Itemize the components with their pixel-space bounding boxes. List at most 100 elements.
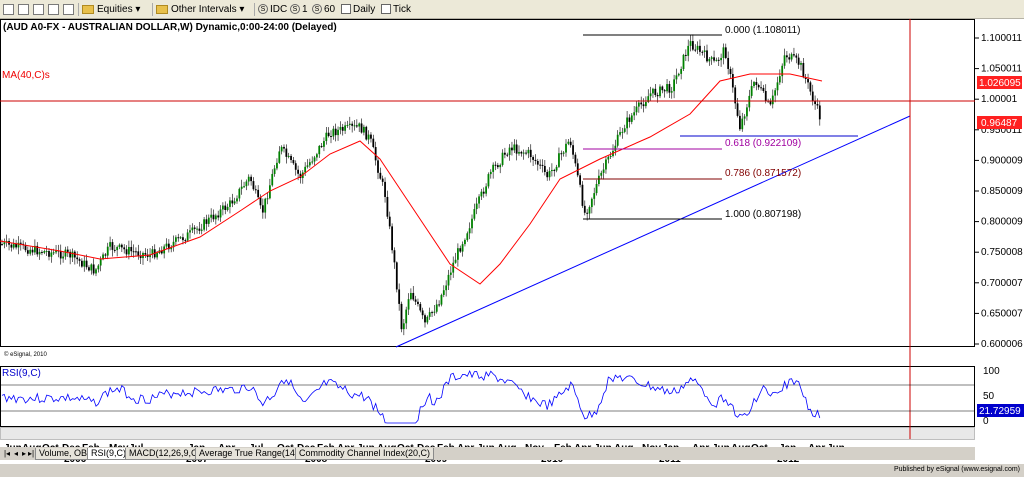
candle <box>222 205 224 210</box>
candle <box>645 101 647 107</box>
candle <box>572 145 574 155</box>
candle <box>783 55 786 66</box>
fib-label-0: 0.000 (1.108011) <box>725 25 800 36</box>
next-tab-button[interactable]: ▸ <box>21 449 26 458</box>
candle <box>243 186 245 188</box>
chart-window[interactable]: 0.000 (1.108011) 0.618 (0.922109) 0.786 … <box>0 19 1024 464</box>
candle <box>734 87 737 104</box>
tab-macd[interactable]: MACD(12,26,9,C) <box>125 448 205 460</box>
candle <box>438 304 440 306</box>
candle <box>346 124 349 126</box>
candle <box>703 50 706 52</box>
price-tick: 0.900009 <box>981 155 1023 166</box>
candle <box>264 198 267 213</box>
candle <box>137 251 140 256</box>
candle <box>381 178 384 182</box>
trend-line[interactable] <box>395 115 911 348</box>
published-credit: Published by eSignal (www.esignal.com) <box>893 466 1020 473</box>
candle <box>543 165 546 173</box>
candle <box>38 251 41 255</box>
candle <box>677 73 680 76</box>
candle <box>402 323 405 330</box>
tick-button[interactable]: Tick <box>381 2 411 17</box>
candle <box>569 141 572 146</box>
candle <box>781 65 784 77</box>
symbol-icon[interactable] <box>33 2 44 17</box>
candle <box>654 88 657 96</box>
candle <box>661 86 664 91</box>
candle <box>379 172 382 179</box>
candle <box>95 269 97 274</box>
tab-atr[interactable]: Average True Range(14) <box>195 448 302 460</box>
candle <box>701 51 704 53</box>
candle <box>722 47 725 58</box>
price-tick: 1.100011 <box>981 33 1022 44</box>
candle <box>811 91 814 101</box>
price-tick: 1.00001 <box>981 94 1018 105</box>
candle <box>377 160 379 173</box>
candle <box>31 249 34 253</box>
candle <box>466 233 469 240</box>
candle <box>496 165 499 168</box>
candle <box>511 147 513 151</box>
candle <box>412 292 415 300</box>
candle <box>642 104 645 107</box>
last-price: 0.96487 <box>981 118 1018 129</box>
ma-value-tag <box>977 76 1022 89</box>
candle <box>245 181 248 187</box>
study-icon[interactable] <box>63 2 74 17</box>
candle <box>111 242 114 250</box>
candle <box>518 151 520 154</box>
equities-button[interactable]: Equities ▾ <box>82 2 140 17</box>
bar-style-icon[interactable] <box>18 2 29 17</box>
candle <box>800 62 802 65</box>
tab-rsi[interactable]: RSI(9,C) <box>87 448 131 460</box>
price-chart[interactable]: 0.000 (1.108011) 0.618 (0.922109) 0.786 … <box>0 19 1024 464</box>
candle <box>419 304 422 311</box>
daily-button[interactable]: Daily <box>341 2 375 17</box>
chart-type-icon[interactable] <box>3 2 14 17</box>
candle <box>304 166 307 173</box>
candle <box>311 161 314 163</box>
candle <box>410 292 412 300</box>
candle <box>525 152 527 154</box>
candle <box>464 239 466 245</box>
candle <box>247 176 250 182</box>
candle <box>355 125 358 127</box>
candle <box>743 116 746 119</box>
candle <box>64 249 67 257</box>
candle <box>26 250 29 254</box>
candle <box>757 84 760 88</box>
candle <box>687 45 690 56</box>
s-circle-icon: S <box>258 4 268 15</box>
candle <box>562 152 565 154</box>
price-tick: 0.950011 <box>981 125 1022 136</box>
other-intervals-button[interactable]: Other Intervals ▾ <box>156 2 244 17</box>
candle <box>485 186 487 194</box>
candle <box>266 198 269 200</box>
candle <box>358 123 361 127</box>
interval-60-button[interactable]: S 60 <box>312 2 335 17</box>
candles <box>1 34 821 336</box>
candle <box>741 118 744 130</box>
first-tab-button[interactable]: |◂ <box>3 449 11 458</box>
candle <box>395 262 398 290</box>
candle <box>179 237 182 239</box>
prev-tab-button[interactable]: ◂ <box>13 449 18 458</box>
draw-tool-icon[interactable] <box>48 2 59 17</box>
last-tab-button[interactable]: ▸| <box>27 449 35 458</box>
candle <box>118 244 121 248</box>
candle <box>724 47 727 58</box>
candle <box>116 247 119 251</box>
rsi-label[interactable]: RSI(9,C) <box>2 368 41 379</box>
candle <box>623 128 626 132</box>
candle <box>29 249 32 254</box>
tab-cci[interactable]: Commodity Channel Index(20,C) <box>295 448 435 460</box>
candle <box>287 155 290 157</box>
candle <box>461 244 464 252</box>
ma-label[interactable]: MA(40,C)s <box>2 70 50 81</box>
price-tick: 0.700007 <box>981 278 1023 289</box>
idc-button[interactable]: S IDC <box>258 2 287 17</box>
candle <box>15 243 17 248</box>
